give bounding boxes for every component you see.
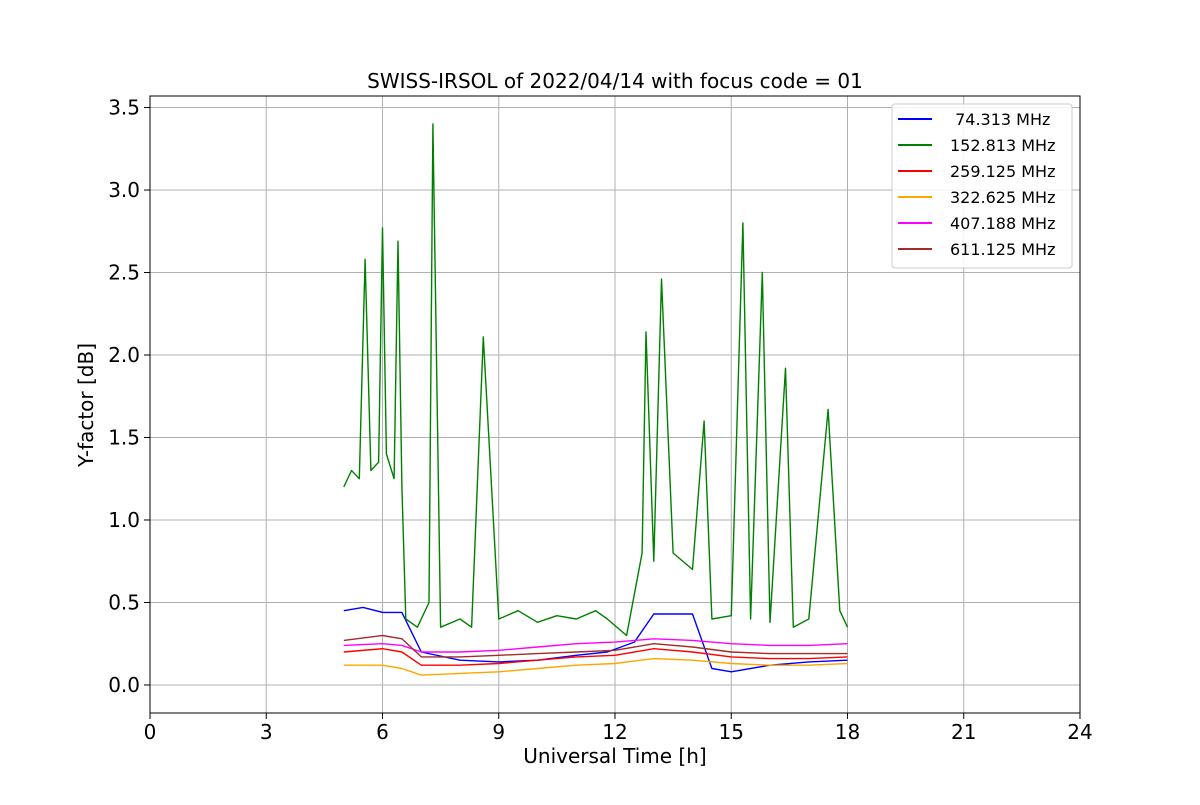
x-tick-label: 9 [492, 720, 505, 744]
legend-label: 152.813 MHz [950, 136, 1055, 155]
legend-entries: 74.313 MHz 152.813 MHz 259.125 MHz 322.625 … [898, 110, 1055, 259]
series-line [343, 606, 848, 673]
y-tick-label: 3.0 [108, 178, 140, 202]
series-line [343, 634, 848, 658]
legend-box [891, 103, 1073, 269]
legend-label: 611.125 MHz [950, 240, 1055, 259]
y-tick-label: 3.5 [108, 96, 140, 120]
x-axis-label: Universal Time [h] [523, 744, 706, 768]
y-tick-label: 0.0 [108, 673, 140, 697]
series-line [343, 123, 849, 637]
x-tick-label: 3 [260, 720, 273, 744]
legend-label: 322.625 MHz [950, 188, 1055, 207]
x-tick-label: 0 [144, 720, 157, 744]
chart-title: SWISS-IRSOL of 2022/04/14 with focus cod… [367, 69, 863, 93]
x-tick-label: 21 [951, 720, 976, 744]
legend-label: 74.313 MHz [950, 110, 1050, 129]
y-axis-label: Y-factor [dB] [74, 343, 98, 468]
y-tick-label: 1.0 [108, 508, 140, 532]
x-tick-label: 6 [376, 720, 389, 744]
plot-series [343, 123, 849, 676]
y-tick-label: 2.0 [108, 343, 140, 367]
y-axis-ticks: 0.0 0.5 1.0 1.5 2.0 2.5 3.0 3.5 [108, 96, 150, 697]
y-tick-label: 1.5 [108, 425, 140, 449]
series-line [343, 638, 848, 653]
legend-label: 407.188 MHz [950, 214, 1055, 233]
x-tick-label: 15 [719, 720, 744, 744]
x-axis-ticks: 0 3 6 9 12 15 18 21 24 [144, 713, 1093, 744]
legend-label: 259.125 MHz [950, 162, 1055, 181]
series-line [343, 657, 848, 676]
y-tick-label: 2.5 [108, 261, 140, 285]
y-tick-label: 0.5 [108, 590, 140, 614]
x-tick-label: 18 [835, 720, 860, 744]
legend: 74.313 MHz 152.813 MHz 259.125 MHz 322.625 … [891, 103, 1073, 269]
x-tick-label: 24 [1067, 720, 1092, 744]
x-tick-label: 12 [602, 720, 627, 744]
series-line [343, 648, 848, 666]
